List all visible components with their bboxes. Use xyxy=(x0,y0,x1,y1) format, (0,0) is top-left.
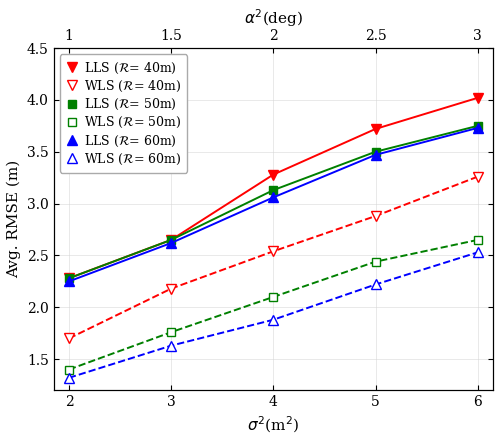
Legend: LLS ($\mathcal{R}$= 40m), WLS ($\mathcal{R}$= 40m), LLS ($\mathcal{R}$= 50m), WL: LLS ($\mathcal{R}$= 40m), WLS ($\mathcal… xyxy=(60,54,188,173)
X-axis label: $\sigma^2$(m$^2$): $\sigma^2$(m$^2$) xyxy=(247,415,300,435)
X-axis label: $\alpha^2$(deg): $\alpha^2$(deg) xyxy=(244,7,303,29)
Y-axis label: Avg. RMSE (m): Avg. RMSE (m) xyxy=(7,160,22,278)
